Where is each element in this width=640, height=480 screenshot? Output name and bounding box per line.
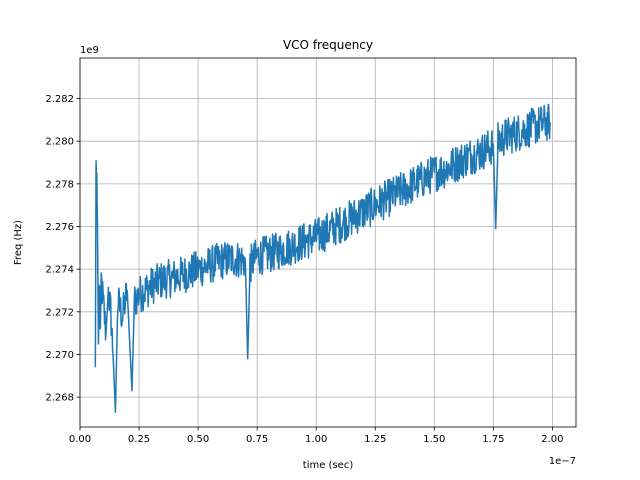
plot-area	[80, 58, 576, 427]
x-tick-label: 0.25	[128, 434, 150, 445]
x-tick-label: 0.00	[69, 434, 91, 445]
x-axis-ticks: 0.00 0.25 0.50 0.75 1.00 1.25 1.50 1.75 2.00	[69, 427, 564, 445]
x-tick-label: 1.00	[305, 434, 327, 445]
x-tick-label: 1.50	[423, 434, 445, 445]
y-axis-label: Freq (Hz)	[13, 220, 24, 265]
axes-frame	[79, 57, 577, 428]
x-tick-label: 1.75	[482, 434, 504, 445]
y-axis-ticks: 2.268 2.270 2.272 2.274 2.276 2.278 2.280 2.282	[45, 94, 80, 404]
y-tick-label: 2.272	[45, 307, 74, 318]
x-axis-offset-label: 1e−7	[549, 456, 576, 467]
x-tick-label: 0.50	[187, 434, 209, 445]
y-tick-label: 2.278	[45, 179, 74, 190]
x-axis-label: time (sec)	[303, 460, 354, 471]
series-layer	[94, 103, 551, 413]
x-tick-label: 1.25	[364, 434, 386, 445]
vco-frequency-series-line	[94, 103, 551, 413]
chart-title: VCO frequency	[283, 38, 373, 52]
y-tick-label: 2.276	[45, 222, 74, 233]
y-tick-label: 2.274	[45, 265, 74, 276]
y-axis-offset-label: 1e9	[80, 45, 99, 56]
x-tick-label: 2.00	[541, 434, 563, 445]
y-tick-label: 2.268	[45, 393, 74, 404]
y-tick-label: 2.270	[45, 350, 74, 361]
x-tick-label: 0.75	[246, 434, 268, 445]
y-tick-label: 2.282	[45, 94, 74, 105]
y-tick-label: 2.280	[45, 137, 74, 148]
